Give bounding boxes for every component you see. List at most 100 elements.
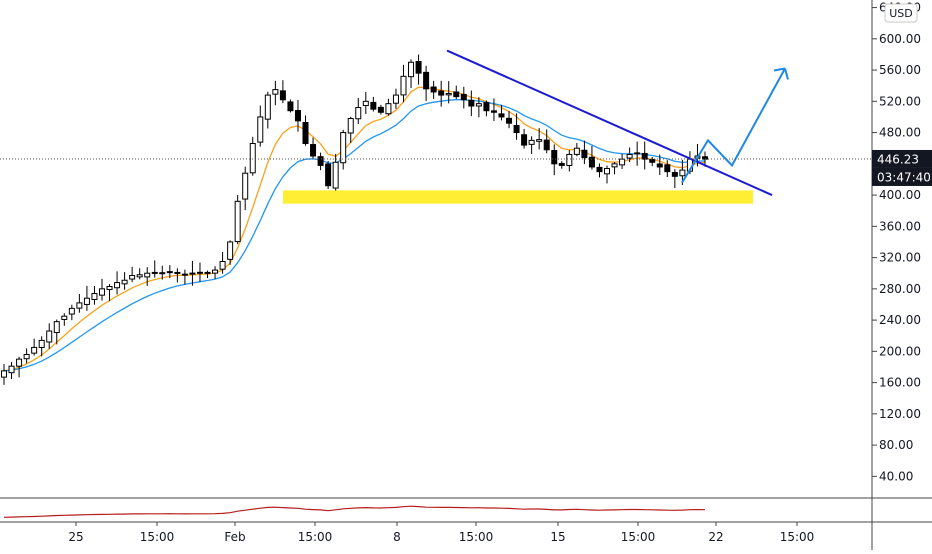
candle[interactable] bbox=[588, 145, 595, 170]
candle[interactable] bbox=[242, 166, 249, 211]
candle[interactable] bbox=[506, 111, 513, 129]
projection-path[interactable] bbox=[681, 68, 786, 184]
candle[interactable] bbox=[264, 91, 271, 129]
candle[interactable] bbox=[468, 90, 475, 117]
candle[interactable] bbox=[551, 144, 558, 176]
candle[interactable] bbox=[91, 285, 98, 305]
candle[interactable] bbox=[16, 356, 23, 378]
candle[interactable] bbox=[392, 88, 399, 109]
candle[interactable] bbox=[385, 98, 392, 116]
candle-body bbox=[649, 159, 656, 163]
candle[interactable] bbox=[249, 136, 256, 176]
candle[interactable] bbox=[626, 147, 633, 163]
candle[interactable] bbox=[279, 80, 286, 104]
candle[interactable] bbox=[408, 59, 415, 89]
candle[interactable] bbox=[181, 269, 188, 285]
candle[interactable] bbox=[445, 81, 452, 104]
candle[interactable] bbox=[38, 336, 45, 357]
candle[interactable] bbox=[106, 284, 113, 302]
candle[interactable] bbox=[31, 338, 38, 356]
candle[interactable] bbox=[219, 251, 226, 274]
candle[interactable] bbox=[664, 160, 671, 178]
candle[interactable] bbox=[634, 141, 641, 166]
candle[interactable] bbox=[604, 165, 611, 184]
candle[interactable] bbox=[340, 129, 347, 170]
candle[interactable] bbox=[415, 54, 422, 85]
candle[interactable] bbox=[423, 65, 430, 101]
candle[interactable] bbox=[204, 270, 211, 279]
time-tick-label: 25 bbox=[68, 530, 83, 544]
candle[interactable] bbox=[400, 64, 407, 103]
candle[interactable] bbox=[129, 266, 136, 283]
candle[interactable] bbox=[61, 313, 68, 326]
candle[interactable] bbox=[377, 104, 384, 115]
candle[interactable] bbox=[257, 105, 264, 147]
candle[interactable] bbox=[641, 141, 648, 170]
candle[interactable] bbox=[490, 98, 497, 122]
candle[interactable] bbox=[543, 129, 550, 154]
candle[interactable] bbox=[370, 96, 377, 112]
candle[interactable] bbox=[46, 323, 53, 349]
candle[interactable] bbox=[438, 80, 445, 107]
candle[interactable] bbox=[310, 137, 317, 159]
price-axis[interactable]: 640.00600.00560.00520.00480.00440.00400.… bbox=[872, 1, 921, 484]
candle[interactable] bbox=[521, 128, 528, 149]
candle[interactable] bbox=[430, 80, 437, 99]
candle[interactable] bbox=[166, 265, 173, 279]
candle[interactable] bbox=[558, 161, 565, 169]
candle[interactable] bbox=[98, 278, 105, 301]
candle[interactable] bbox=[528, 136, 535, 154]
currency-toggle-button[interactable]: USD bbox=[884, 3, 918, 23]
candle[interactable] bbox=[355, 97, 362, 124]
candle[interactable] bbox=[581, 140, 588, 165]
price-tick-label: 200.00 bbox=[879, 344, 921, 358]
candle[interactable] bbox=[596, 163, 603, 178]
candle[interactable] bbox=[212, 266, 219, 279]
candle[interactable] bbox=[23, 348, 30, 364]
candle[interactable] bbox=[1, 363, 7, 385]
descending-trendline[interactable] bbox=[446, 49, 773, 196]
candle[interactable] bbox=[536, 128, 543, 150]
candle[interactable] bbox=[332, 153, 339, 191]
candle[interactable] bbox=[573, 143, 580, 157]
candle[interactable] bbox=[151, 260, 158, 278]
candle[interactable] bbox=[453, 85, 460, 100]
candle[interactable] bbox=[671, 169, 678, 188]
candle[interactable] bbox=[174, 268, 181, 283]
candle[interactable] bbox=[53, 319, 60, 345]
candle[interactable] bbox=[460, 86, 467, 109]
candle[interactable] bbox=[68, 304, 75, 321]
candle[interactable] bbox=[159, 265, 166, 280]
candle[interactable] bbox=[287, 99, 294, 113]
candle[interactable] bbox=[498, 104, 505, 121]
candle[interactable] bbox=[114, 271, 121, 295]
candle[interactable] bbox=[619, 153, 626, 169]
candle[interactable] bbox=[144, 267, 151, 286]
candle[interactable] bbox=[76, 293, 83, 313]
candle[interactable] bbox=[83, 285, 90, 311]
candle[interactable] bbox=[227, 240, 234, 265]
time-axis[interactable]: 25 15:00 Feb 15:00 8 15:00 15 15:00 22 15:00 bbox=[68, 522, 814, 544]
candle[interactable] bbox=[347, 116, 354, 143]
candle[interactable] bbox=[317, 152, 324, 171]
candle[interactable] bbox=[272, 80, 279, 106]
candle[interactable] bbox=[294, 99, 301, 132]
candle[interactable] bbox=[325, 160, 332, 190]
candle[interactable] bbox=[649, 157, 656, 167]
candle[interactable] bbox=[611, 161, 618, 175]
candle[interactable] bbox=[475, 97, 482, 118]
candle[interactable] bbox=[196, 262, 203, 282]
candle[interactable] bbox=[189, 260, 196, 286]
candle[interactable] bbox=[234, 194, 241, 245]
candle[interactable] bbox=[121, 272, 128, 290]
candle[interactable] bbox=[483, 100, 490, 117]
candle[interactable] bbox=[656, 154, 663, 175]
candle[interactable] bbox=[8, 361, 15, 380]
candle[interactable] bbox=[136, 268, 143, 280]
candle[interactable] bbox=[513, 113, 520, 140]
candle[interactable] bbox=[302, 115, 309, 146]
candle[interactable] bbox=[362, 91, 369, 115]
candle[interactable] bbox=[566, 150, 573, 172]
